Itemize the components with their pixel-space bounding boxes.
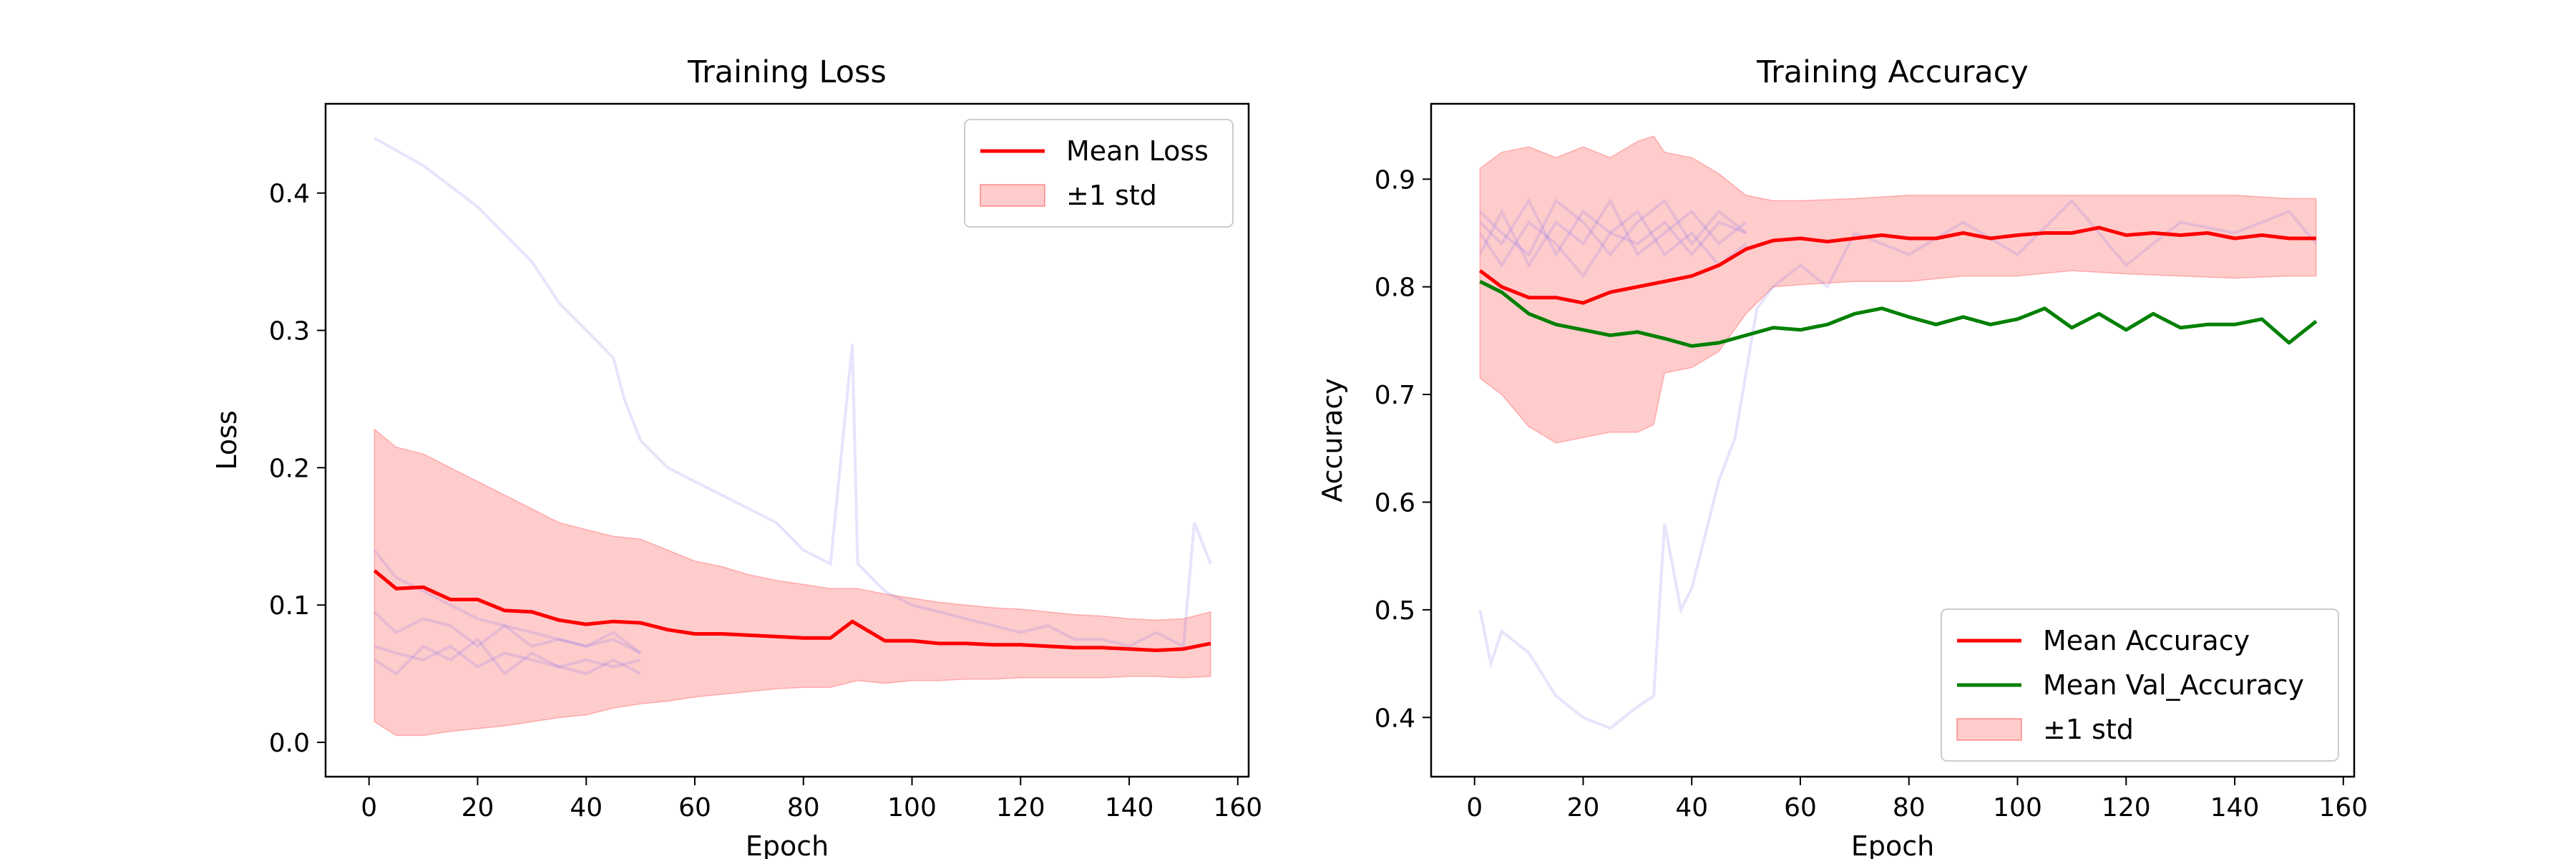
x-tick-label: 120	[2102, 793, 2151, 822]
legend: Mean Loss ±1 std	[964, 119, 1234, 228]
x-tick-label: 40	[1675, 793, 1708, 822]
legend-entry: Mean Loss	[1066, 135, 1209, 167]
y-axis-label: Loss	[211, 410, 243, 470]
y-tick-label: 0.8	[1375, 273, 1415, 303]
y-tick-label: 0.2	[269, 454, 310, 483]
chart-title: Training Accuracy	[1756, 54, 2029, 90]
run-line-5	[1478, 198, 1747, 257]
x-tick-label: 20	[1567, 793, 1600, 822]
run-line-1	[374, 137, 1212, 649]
legend-swatch-std	[1956, 718, 2022, 741]
run-line-2	[373, 611, 642, 654]
x-tick-label: 100	[1993, 793, 2042, 822]
y-tick-label: 0.6	[1375, 488, 1415, 518]
x-tick-label: 40	[570, 793, 602, 822]
legend-entry: ±1 std	[1066, 180, 1157, 211]
training-loss-panel: 0 20 40 60 80 100 120 140 160 0.0 0.1 0.2 0.3 0.4 Trai…	[211, 54, 1262, 859]
y-tick-label: 0.4	[1375, 704, 1415, 733]
x-axis-label: Epoch	[746, 830, 829, 859]
mean-line	[373, 569, 1211, 652]
axes-frame	[1430, 102, 2356, 778]
x-tick-label: 140	[2210, 793, 2260, 822]
run-line-2	[1478, 198, 1747, 258]
axes-frame	[324, 102, 1250, 778]
val-mean-line	[1479, 279, 2318, 348]
x-tick-label: 60	[1784, 793, 1817, 822]
y-tick-label: 0.9	[1375, 165, 1415, 195]
y-tick-label: 0.1	[269, 591, 310, 621]
legend-box	[1941, 608, 2339, 762]
x-tick-label: 160	[1213, 793, 1262, 822]
x-tick-label: 140	[1105, 793, 1154, 822]
x-tick-label: 60	[678, 793, 711, 822]
x-tick-label: 120	[996, 793, 1045, 822]
y-tick-label: 0.3	[269, 317, 310, 346]
std-band	[374, 428, 1211, 737]
x-axis-label: Epoch	[1851, 830, 1934, 859]
y-axis-label: Accuracy	[1317, 378, 1348, 503]
chart-title: Training Loss	[687, 54, 887, 90]
x-tick-label: 80	[787, 793, 820, 822]
y-tick-label: 0.4	[269, 180, 310, 209]
legend-swatch-std	[980, 184, 1045, 207]
plot-area	[1478, 135, 2318, 730]
x-tick-label: 100	[887, 793, 937, 822]
x-tick-label: 160	[2318, 793, 2368, 822]
legend-box	[964, 119, 1234, 228]
legend: Mean Accuracy Mean Val_Accuracy ±1 std	[1941, 608, 2339, 762]
training-accuracy-panel: 0 20 40 60 80 100 120 140 160 0.4 0.5 0.6 0.7 0.8 0.9 T…	[1317, 54, 2368, 859]
legend-entry: Mean Accuracy	[2043, 625, 2250, 656]
run-line-4	[374, 637, 641, 676]
legend-entry: ±1 std	[2043, 714, 2134, 745]
x-tick-label: 0	[361, 793, 377, 822]
y-tick-label: 0.5	[1375, 596, 1415, 626]
x-tick-label: 80	[1893, 793, 1926, 822]
legend-entry: Mean Val_Accuracy	[2043, 669, 2304, 701]
x-tick-label: 20	[462, 793, 494, 822]
x-tick-label: 0	[1466, 793, 1483, 822]
plot-area	[373, 137, 1212, 737]
run-line-3	[1478, 198, 1747, 268]
run-line-1	[1478, 198, 2318, 730]
mean-line	[1478, 225, 2316, 305]
run-line-3	[374, 644, 642, 676]
run-line-4	[1478, 209, 1747, 278]
y-tick-label: 0.0	[269, 729, 310, 758]
std-band	[1479, 135, 2317, 444]
y-tick-label: 0.7	[1375, 381, 1415, 410]
